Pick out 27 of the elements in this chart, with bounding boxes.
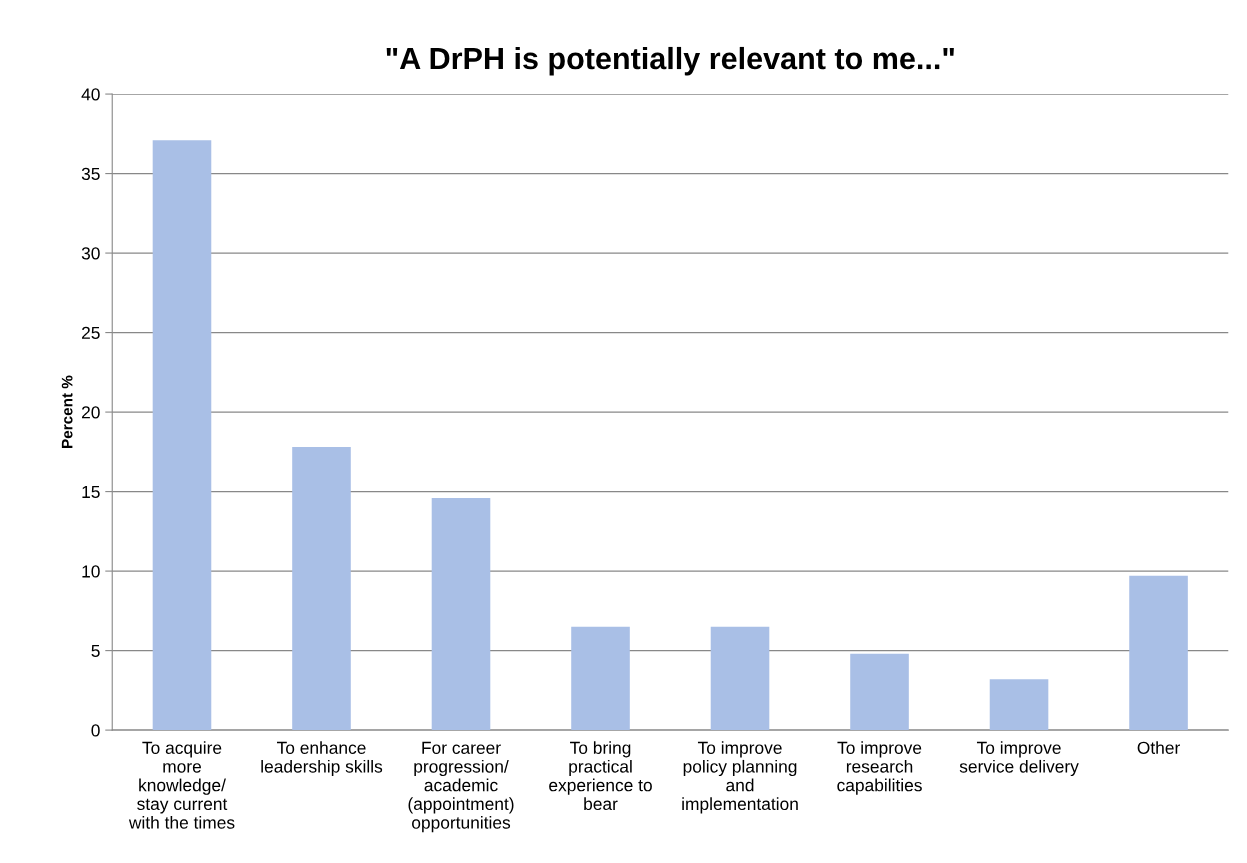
- y-tick-label: 30: [81, 247, 100, 260]
- chart-title: "A DrPH is potentially relevant to me...": [386, 46, 954, 76]
- x-tick-label: To improve policy planning and implementation: [682, 741, 798, 814]
- bar: [292, 447, 351, 731]
- y-tick-label: 0: [91, 724, 100, 737]
- x-tick-label: To improve research capabilities: [837, 741, 922, 795]
- bar: [152, 140, 212, 731]
- y-axis-title: Percent %: [61, 375, 73, 448]
- x-tick-label: To bring practical experience to bear: [549, 741, 652, 811]
- x-tick-label: Other: [1137, 741, 1180, 754]
- x-tick-label: To enhance leadership skills: [261, 741, 383, 777]
- y-tick-label: 15: [82, 485, 100, 499]
- x-tick-label: For career progression/ academic (appointment) opportunities: [408, 741, 514, 833]
- bar: [989, 679, 1049, 731]
- bar: [571, 626, 630, 731]
- bar: [850, 653, 909, 731]
- bar: [710, 626, 770, 731]
- y-tick-label: 40: [81, 88, 100, 101]
- y-tick-label: 10: [82, 565, 100, 578]
- y-tick-label: 5: [91, 644, 100, 658]
- y-tick-label: 25: [81, 326, 100, 340]
- y-tick-label: 20: [81, 406, 100, 419]
- x-tick-label: To acquire more knowledge/ stay current with the times: [128, 741, 235, 829]
- bar: [1129, 575, 1188, 731]
- y-tick-label: 35: [81, 167, 100, 181]
- x-tick-label: To improve service delivery: [959, 741, 1079, 777]
- bar: [431, 497, 491, 731]
